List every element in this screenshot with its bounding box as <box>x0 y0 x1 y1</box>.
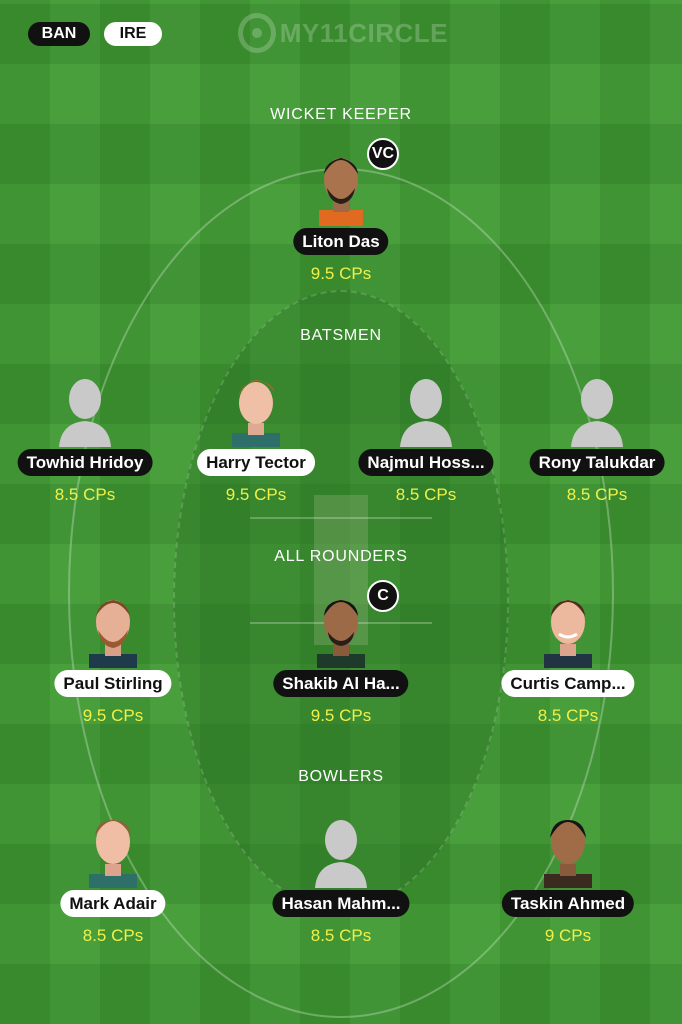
player-points: 8.5 CPs <box>566 485 628 504</box>
player-photo <box>544 600 592 668</box>
player-points: 9.5 CPs <box>310 264 372 283</box>
player-points: 9.5 CPs <box>310 706 372 725</box>
section-title-wicket-keeper: WICKET KEEPER <box>270 106 412 123</box>
player-points: 8.5 CPs <box>82 926 144 945</box>
player-points: 9 CPs <box>544 926 592 945</box>
player-card-rony-talukdar[interactable]: Rony Talukdar 8.5 CPs <box>512 369 682 504</box>
player-card-liton-das[interactable]: Liton Das 9.5 CPs VC <box>256 138 426 283</box>
player-name: Shakib Al Ha... <box>273 670 409 697</box>
vice-captain-badge: VC <box>367 138 399 170</box>
player-photo <box>544 820 592 888</box>
player-card-towhid-hridoy[interactable]: Towhid Hridoy 8.5 CPs <box>0 369 170 504</box>
crease-line <box>250 517 432 519</box>
player-name: Najmul Hoss... <box>358 449 494 476</box>
player-photo <box>89 600 137 668</box>
player-name: Curtis Camp... <box>501 670 635 697</box>
section-title-batsmen: BATSMEN <box>300 327 382 344</box>
player-points: 8.5 CPs <box>537 706 599 725</box>
player-points: 8.5 CPs <box>54 485 116 504</box>
player-name: Harry Tector <box>197 449 315 476</box>
player-card-najmul[interactable]: Najmul Hoss... 8.5 CPs <box>341 369 511 504</box>
player-points: 8.5 CPs <box>395 485 457 504</box>
placeholder-silhouette-icon <box>400 379 452 447</box>
player-card-harry-tector[interactable]: Harry Tector 9.5 CPs <box>171 369 341 504</box>
placeholder-silhouette-icon <box>59 379 111 447</box>
logo-ring-icon <box>238 13 276 53</box>
player-name: Taskin Ahmed <box>501 890 635 917</box>
player-points: 9.5 CPs <box>225 485 287 504</box>
player-points: 8.5 CPs <box>310 926 372 945</box>
player-points: 9.5 CPs <box>82 706 144 725</box>
player-photo <box>89 820 137 888</box>
player-card-taskin-ahmed[interactable]: Taskin Ahmed 9 CPs <box>483 810 653 945</box>
player-card-paul-stirling[interactable]: Paul Stirling 9.5 CPs <box>28 590 198 725</box>
team-tag-ban: BAN <box>28 22 90 46</box>
player-name: Mark Adair <box>60 890 166 917</box>
player-card-hasan-mahmud[interactable]: Hasan Mahm... 8.5 CPs <box>256 810 426 945</box>
placeholder-silhouette-icon <box>315 820 367 888</box>
section-title-all-rounders: ALL ROUNDERS <box>274 548 408 565</box>
player-card-mark-adair[interactable]: Mark Adair 8.5 CPs <box>28 810 198 945</box>
player-name: Paul Stirling <box>54 670 172 697</box>
section-title-bowlers: BOWLERS <box>298 768 384 785</box>
player-name: Hasan Mahm... <box>272 890 410 917</box>
player-name: Rony Talukdar <box>529 449 665 476</box>
player-photo <box>232 379 280 447</box>
player-photo <box>317 600 365 668</box>
my11circle-logo: MY11CIRCLE <box>238 10 448 56</box>
logo-text: MY11CIRCLE <box>279 17 448 48</box>
player-photo <box>319 158 363 226</box>
player-name: Towhid Hridoy <box>17 449 153 476</box>
team-tag-ire: IRE <box>104 22 162 46</box>
placeholder-silhouette-icon <box>571 379 623 447</box>
player-card-shakib[interactable]: Shakib Al Ha... 9.5 CPs C <box>256 580 426 725</box>
captain-badge: C <box>367 580 399 612</box>
player-name: Liton Das <box>293 228 389 255</box>
player-card-curtis[interactable]: Curtis Camp... 8.5 CPs <box>483 590 653 725</box>
